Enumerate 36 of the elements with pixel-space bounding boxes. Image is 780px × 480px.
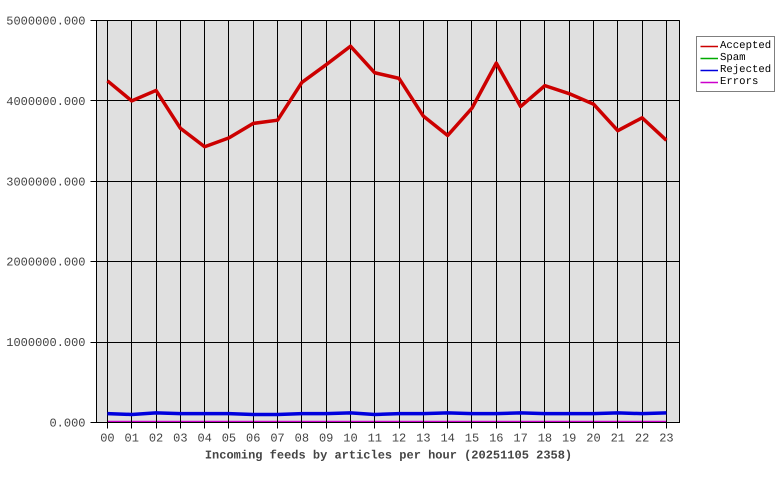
x-tick-label: 00: [100, 432, 115, 446]
y-tick-label: 0.000: [49, 416, 86, 430]
x-tick-label: 09: [318, 432, 334, 446]
y-tick-label: 4000000.000: [6, 94, 86, 109]
x-tick-label: 19: [562, 432, 576, 446]
x-tick-label: 11: [368, 432, 382, 446]
x-tick-label: 17: [513, 432, 528, 446]
x-tick-label: 01: [124, 432, 139, 446]
x-tick-label: 06: [246, 432, 260, 446]
x-tick-label: 08: [294, 432, 310, 446]
line-series: [106, 44, 668, 148]
x-tick-label: 14: [440, 432, 455, 446]
x-tick-label: 03: [173, 432, 188, 446]
x-tick-label: 07: [270, 432, 285, 446]
x-tick-label: 23: [659, 432, 674, 446]
x-tick-label: 18: [538, 432, 552, 446]
x-tick-label: 20: [586, 432, 601, 446]
x-tick-label: 02: [148, 432, 164, 446]
y-tick-label: 3000000.000: [6, 175, 86, 190]
legend-label: Spam: [720, 52, 746, 64]
x-tick-label: 13: [416, 432, 431, 446]
y-tick-label: 1000000.000: [6, 336, 86, 350]
x-tick-label: 05: [222, 432, 236, 446]
legend-label: Accepted: [720, 40, 772, 52]
x-tick-label: 16: [489, 432, 504, 446]
y-tick-label: 5000000.000: [6, 14, 86, 28]
x-tick-label: 04: [197, 432, 212, 446]
x-axis-title: Incoming feeds by articles per hour (20251105 2358): [204, 448, 572, 462]
x-tick-label: 10: [343, 432, 358, 446]
x-tick-label: 12: [392, 432, 406, 446]
y-tick-label: 2000000.000: [6, 256, 86, 270]
x-tick-label: 15: [464, 432, 480, 446]
legend-label: Rejected: [720, 64, 772, 76]
x-tick-label: 22: [634, 432, 650, 446]
x-tick-label: 21: [610, 432, 626, 446]
legend-label: Errors: [720, 76, 758, 88]
